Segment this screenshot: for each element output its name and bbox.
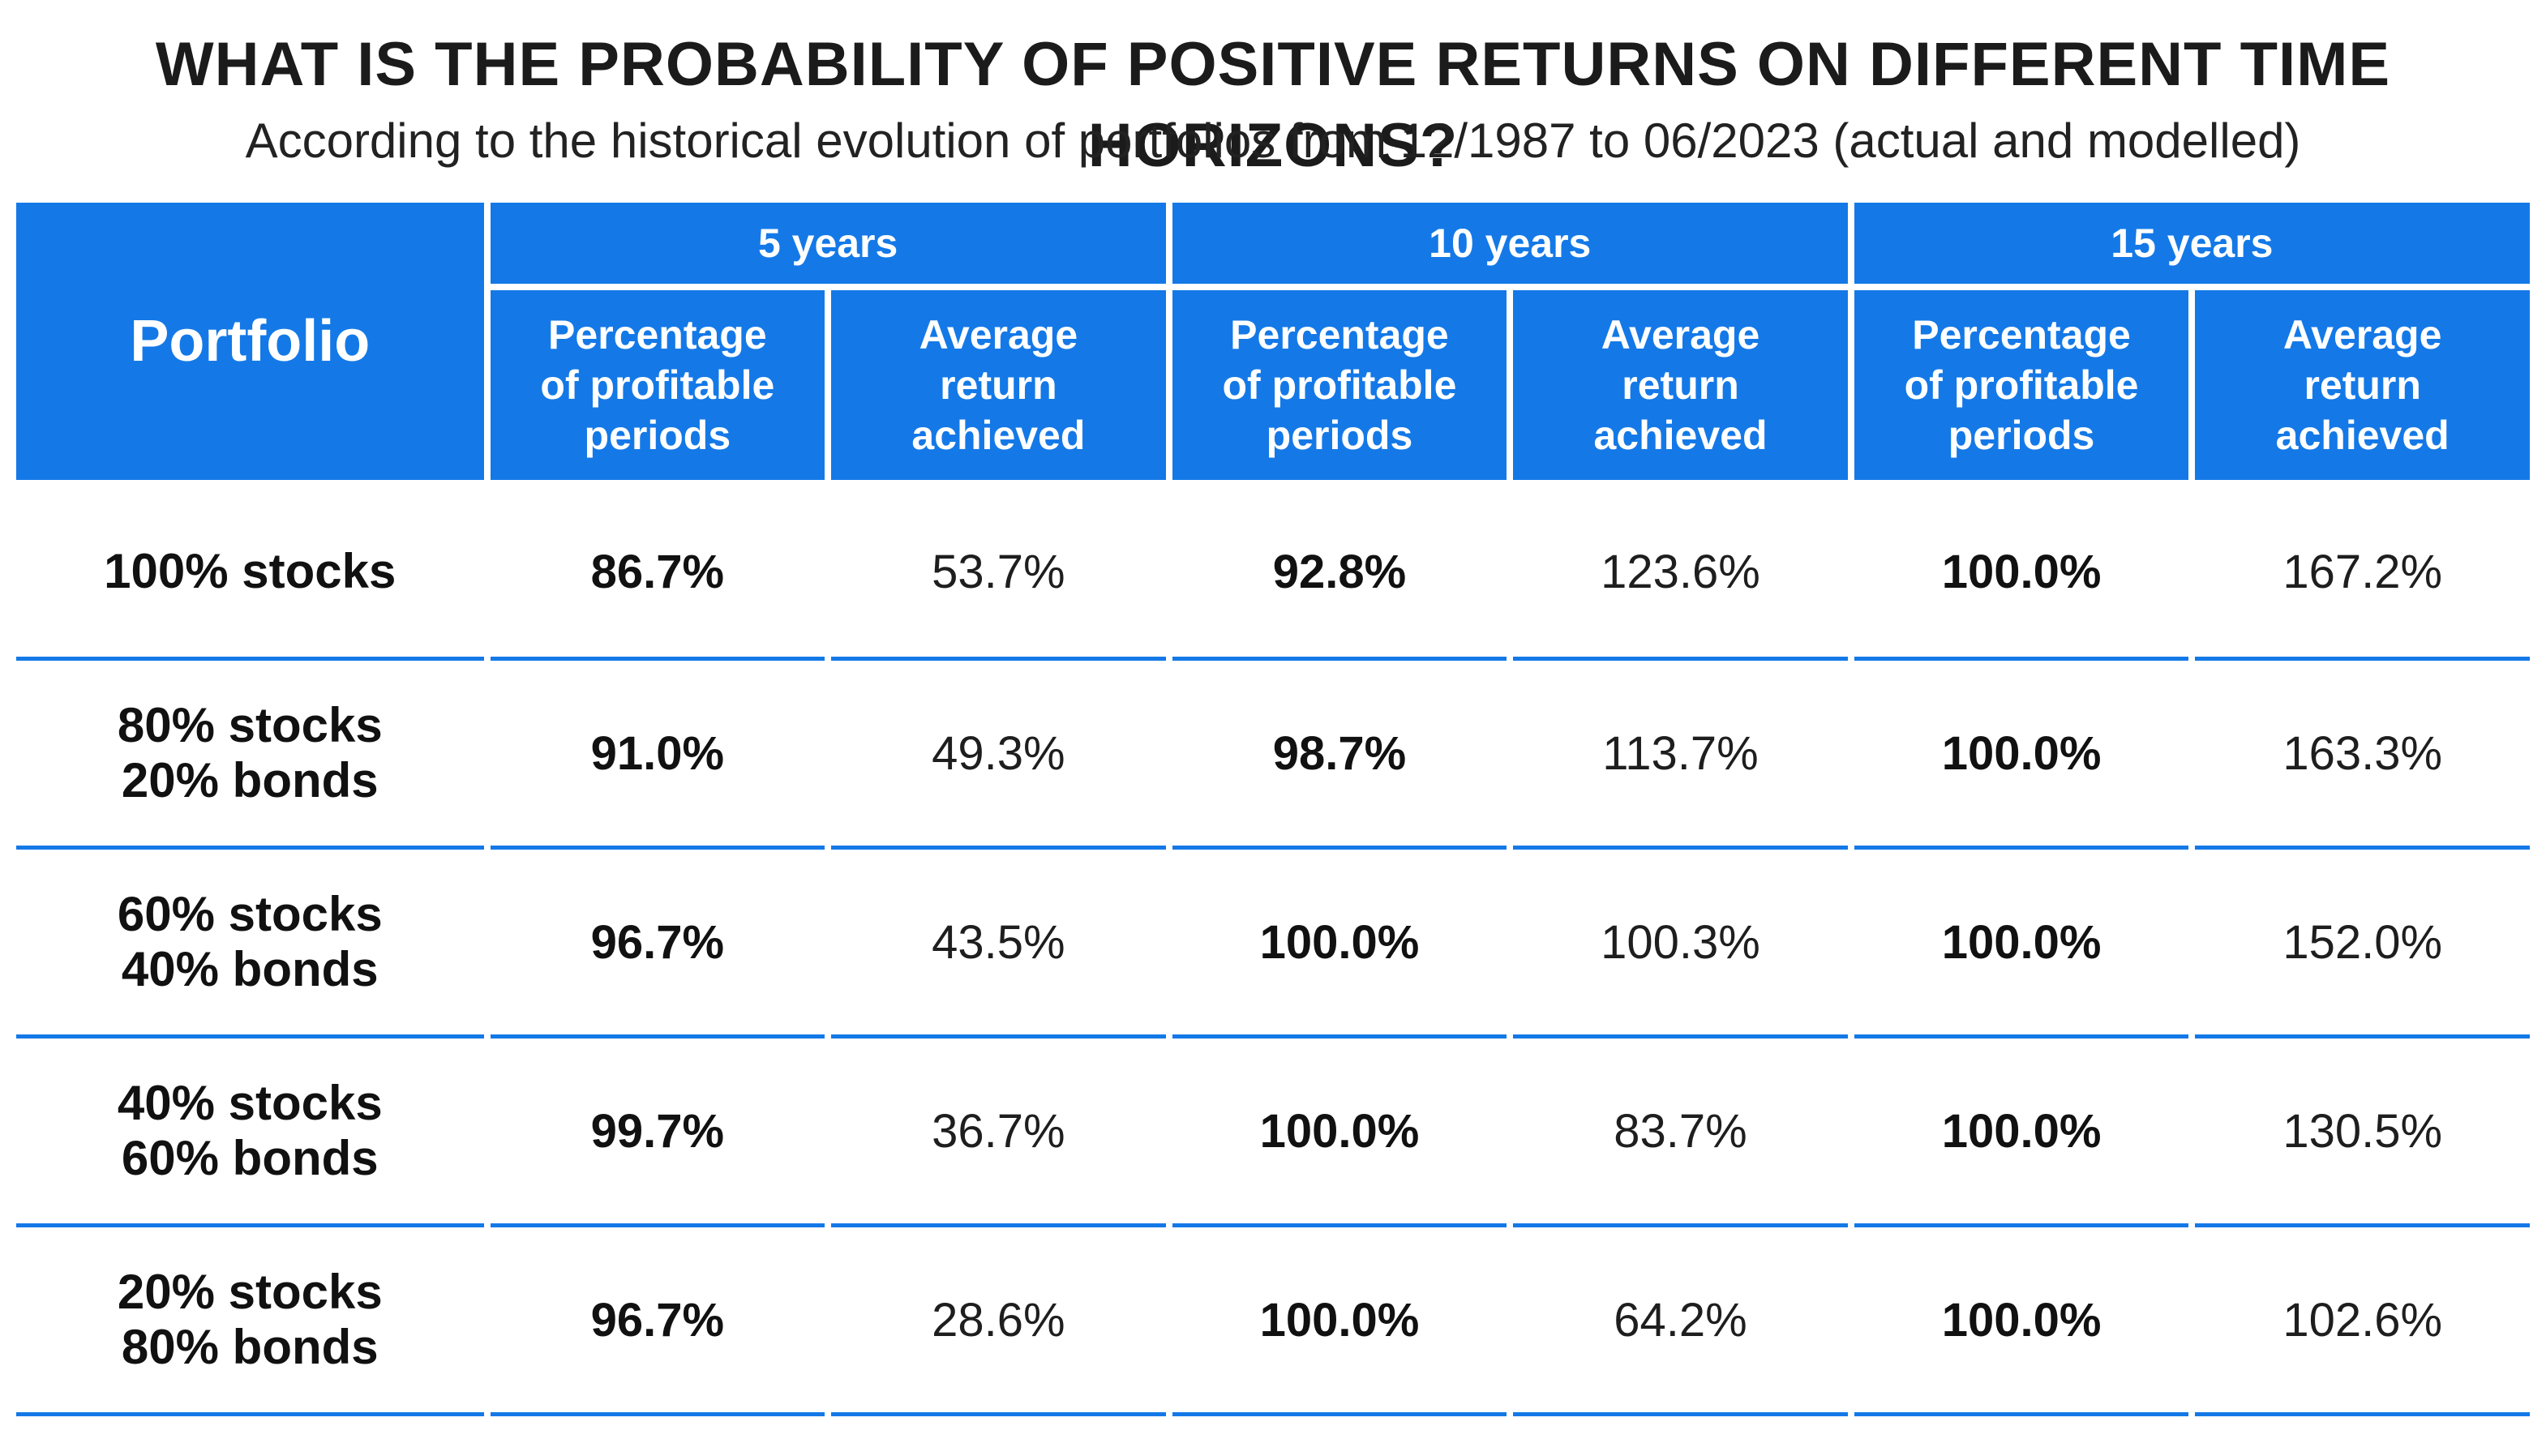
table-row: 80% stocks 20% bonds 91.0% 49.3% 98.7% 113.7%… <box>16 661 2530 850</box>
avg-5y-value: 43.5% <box>831 850 1166 1038</box>
table-body: 100% stocks 86.7% 53.7% 92.8% 123.6% 100.0% 16… <box>16 486 2530 1416</box>
header-line: Percentage <box>548 312 767 358</box>
header-line: achieved <box>2275 413 2450 458</box>
portfolio-label: 20% stocks <box>117 1265 383 1319</box>
portfolio-cell: 60% stocks 40% bonds <box>16 850 484 1038</box>
table-row: 60% stocks 40% bonds 96.7% 43.5% 100.0% 100.3… <box>16 850 2530 1038</box>
avg-15y-value: 152.0% <box>2195 850 2530 1038</box>
portfolio-header: Portfolio <box>16 203 484 486</box>
pct-15y-value: 100.0% <box>1854 1038 2189 1227</box>
avg-5y-value: 36.7% <box>831 1038 1166 1227</box>
portfolio-label: 40% stocks <box>117 1076 383 1130</box>
table-row: 20% stocks 80% bonds 96.7% 28.6% 100.0% 64.2%… <box>16 1227 2530 1416</box>
pct-5y-value: 99.7% <box>490 1038 825 1227</box>
avg-10y-value: 64.2% <box>1513 1227 1848 1416</box>
pct-profitable-header: Percentage of profitable periods <box>490 290 825 486</box>
avg-15y-value: 163.3% <box>2195 661 2530 850</box>
avg-10y-value: 113.7% <box>1513 661 1848 850</box>
horizon-header-5y: 5 years <box>490 203 1166 290</box>
portfolio-label: 20% bonds <box>121 753 379 807</box>
header-line: Average <box>2282 312 2442 358</box>
header-line: return <box>1622 362 1739 408</box>
avg-5y-value: 28.6% <box>831 1227 1166 1416</box>
returns-table: Portfolio 5 years 10 years 15 years Perc… <box>10 203 2536 1416</box>
pct-10y-value: 92.8% <box>1172 486 1507 661</box>
avg-10y-value: 83.7% <box>1513 1038 1848 1227</box>
table-row: 100% stocks 86.7% 53.7% 92.8% 123.6% 100.0% 16… <box>16 486 2530 661</box>
pct-profitable-header: Percentage of profitable periods <box>1854 290 2189 486</box>
portfolio-cell: 20% stocks 80% bonds <box>16 1227 484 1416</box>
pct-5y-value: 96.7% <box>490 850 825 1038</box>
header-line: Average <box>1601 312 1760 358</box>
horizon-header-15y: 15 years <box>1854 203 2530 290</box>
avg-10y-value: 100.3% <box>1513 850 1848 1038</box>
header-line: of profitable <box>1222 362 1457 408</box>
avg-5y-value: 53.7% <box>831 486 1166 661</box>
pct-5y-value: 86.7% <box>490 486 825 661</box>
header-line: return <box>940 362 1057 408</box>
header-line: Percentage <box>1912 312 2131 358</box>
header-line: periods <box>1266 413 1413 458</box>
header-line: return <box>2304 362 2421 408</box>
pct-10y-value: 100.0% <box>1172 1227 1507 1416</box>
portfolio-cell: 100% stocks <box>16 486 484 661</box>
pct-10y-value: 98.7% <box>1172 661 1507 850</box>
pct-10y-value: 100.0% <box>1172 850 1507 1038</box>
portfolio-label: 60% bonds <box>121 1131 379 1185</box>
avg-10y-value: 123.6% <box>1513 486 1848 661</box>
header-line: periods <box>584 413 731 458</box>
chart-title: WHAT IS THE PROBABILITY OF POSITIVE RETU… <box>155 30 2391 180</box>
pct-10y-value: 100.0% <box>1172 1038 1507 1227</box>
portfolio-cell: 80% stocks 20% bonds <box>16 661 484 850</box>
table-row: 40% stocks 60% bonds 99.7% 36.7% 100.0% 83.7%… <box>16 1038 2530 1227</box>
header-line: Percentage <box>1230 312 1449 358</box>
pct-15y-value: 100.0% <box>1854 661 2189 850</box>
avg-5y-value: 49.3% <box>831 661 1166 850</box>
pct-5y-value: 96.7% <box>490 1227 825 1416</box>
pct-profitable-header: Percentage of profitable periods <box>1172 290 1507 486</box>
header-line: of profitable <box>540 362 775 408</box>
portfolio-label: 60% stocks <box>117 887 383 941</box>
header-line: achieved <box>911 413 1086 458</box>
portfolio-label: 40% bonds <box>121 942 379 996</box>
avg-return-header: Average return achieved <box>1513 290 1848 486</box>
pct-15y-value: 100.0% <box>1854 850 2189 1038</box>
portfolio-label: 80% stocks <box>117 698 383 752</box>
pct-5y-value: 91.0% <box>490 661 825 850</box>
header-line: periods <box>1948 413 2095 458</box>
portfolio-label: 80% bonds <box>121 1320 379 1374</box>
chart-subtitle: According to the historical evolution of… <box>245 113 2301 168</box>
avg-15y-value: 102.6% <box>2195 1227 2530 1416</box>
pct-15y-value: 100.0% <box>1854 1227 2189 1416</box>
avg-15y-value: 130.5% <box>2195 1038 2530 1227</box>
portfolio-cell: 40% stocks 60% bonds <box>16 1038 484 1227</box>
header-line: achieved <box>1593 413 1768 458</box>
avg-return-header: Average return achieved <box>2195 290 2530 486</box>
header-line: Average <box>919 312 1078 358</box>
pct-15y-value: 100.0% <box>1854 486 2189 661</box>
avg-15y-value: 167.2% <box>2195 486 2530 661</box>
portfolio-label: 100% stocks <box>104 544 396 598</box>
horizon-header-10y: 10 years <box>1172 203 1848 290</box>
header-line: of profitable <box>1904 362 2139 408</box>
avg-return-header: Average return achieved <box>831 290 1166 486</box>
